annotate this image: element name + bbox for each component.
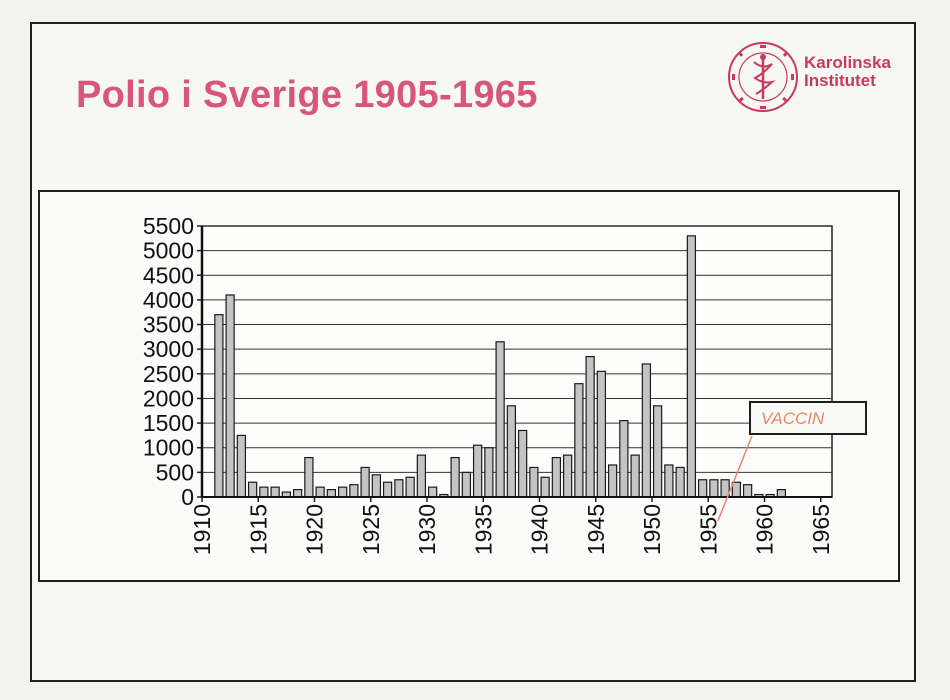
bar-1957 [731,481,742,498]
polio-bar-chart: 0500100015002000250030003500400045005000… [143,213,834,555]
y-tick-label: 0 [181,484,194,510]
x-tick-label: 1920 [302,504,328,555]
bar-1947 [619,420,629,498]
bar-1920 [315,486,325,498]
y-tick-label: 2500 [143,361,194,387]
bar-1918 [292,489,303,498]
bar-1956 [720,479,730,498]
bar-1929 [416,454,427,498]
plot-area [201,225,833,498]
slide-title: Polio i Sverige 1905-1965 [76,74,538,116]
y-tick-label: 5000 [143,238,194,264]
bar-1939 [529,466,539,498]
vaccin-annotation-box: VACCIN [749,401,867,435]
y-tick-label: 4000 [143,287,194,313]
bar-1949 [641,363,652,498]
y-tick-label: 1500 [143,410,194,436]
logo-name-line1: Karolinska [804,53,891,72]
y-tick-label: 3000 [143,336,194,362]
y-tick-label: 1000 [143,435,194,461]
x-tick-label: 1935 [470,504,496,555]
bar-1942 [562,454,573,498]
bar-1915 [259,486,269,498]
x-tick-label: 1960 [752,504,778,555]
bar-1911 [214,314,224,498]
bar-1912 [225,294,235,498]
x-tick-label: 1930 [414,504,440,555]
bar-1933 [461,471,472,498]
bar-1944 [585,355,595,498]
bar-1938 [517,429,528,498]
x-tick-label: 1945 [583,504,609,555]
bar-1927 [394,479,404,498]
bar-1935 [484,447,494,498]
bar-1930 [427,486,438,498]
bar-1937 [506,405,517,498]
x-tick-label: 1965 [808,504,834,555]
bar-1926 [382,481,393,498]
bar-1924 [360,466,370,498]
bar-1934 [472,444,483,498]
x-tick-label: 1940 [527,504,553,555]
karolinska-logo: Karolinska Institutet [726,40,906,120]
bar-1958 [742,484,753,498]
y-tick-label: 4500 [143,262,194,288]
logo-name-line2: Institutet [804,71,876,90]
bar-1961 [776,489,787,498]
x-tick-label: 1925 [358,504,384,555]
bar-1954 [697,479,708,498]
x-tick-label: 1910 [189,504,215,555]
y-tick-label: 5500 [143,213,194,239]
bar-1921 [326,489,337,498]
x-tick-label: 1950 [639,504,665,555]
bar-1928 [405,476,415,498]
bar-1952 [675,466,685,498]
x-tick-label: 1915 [245,504,271,555]
bar-1943 [574,383,584,498]
bar-1951 [664,464,674,498]
vaccin-annotation-label: VACCIN [761,409,825,428]
bar-1945 [596,370,607,498]
bar-1922 [337,486,348,498]
bar-1919 [304,456,314,498]
bar-1950 [652,405,663,498]
bar-1936 [495,341,505,498]
chart-frame: 0 500 1000 1500 2000 2500 3000 3500 4000 4500 5000… [38,190,900,582]
bar-1955 [709,479,719,498]
bar-1953 [686,235,697,498]
logo-text: Karolinska Institutet [804,54,891,90]
y-tick-label: 500 [156,459,194,485]
x-tick-label: 1955 [695,504,721,555]
bar-1923 [349,484,359,498]
bar-1941 [551,456,562,498]
bar-1916 [270,486,280,498]
bar-1914 [247,481,258,498]
bar-1940 [540,476,550,498]
y-tick-label: 2000 [143,385,194,411]
bar-1932 [450,456,460,498]
karolinska-seal-icon [728,42,798,112]
bar-1925 [371,474,382,498]
bar-1946 [607,464,618,498]
bar-1948 [630,454,640,498]
bar-1913 [236,434,247,498]
y-tick-label: 3500 [143,312,194,338]
